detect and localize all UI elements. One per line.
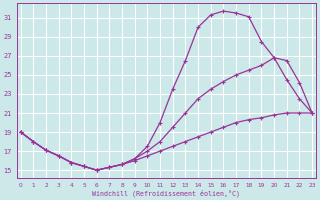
X-axis label: Windchill (Refroidissement éolien,°C): Windchill (Refroidissement éolien,°C)	[92, 189, 240, 197]
